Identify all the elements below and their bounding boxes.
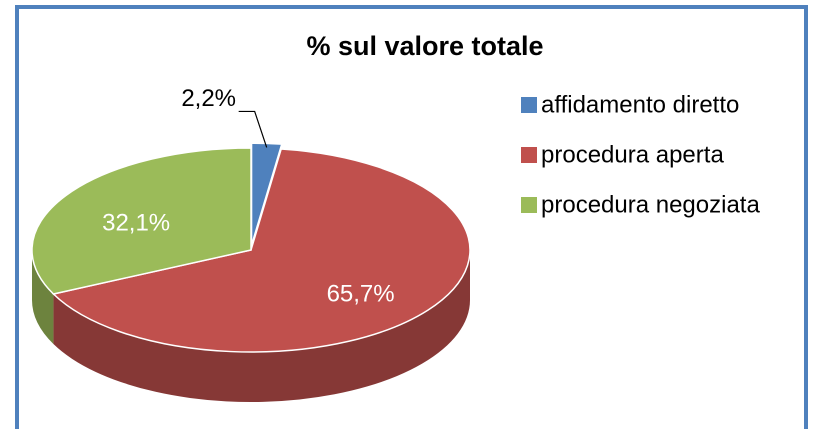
legend-swatch [521,197,537,213]
data-label: 32,1% [102,210,170,237]
data-label: 65,7% [327,281,395,308]
pie-slice-side [53,250,470,402]
pie-slice [31,147,252,295]
legend-swatch [521,147,537,163]
legend-label: affidamento diretto [541,91,739,118]
legend-label: procedura negoziata [541,191,760,218]
legend-swatch [521,97,537,113]
legend-label: procedura aperta [541,141,724,168]
pie-slice [250,142,283,246]
pie-slice [51,148,471,353]
leader-line [238,110,268,148]
data-label: 2,2% [181,85,236,112]
chart-title: % sul valore totale [306,31,543,61]
